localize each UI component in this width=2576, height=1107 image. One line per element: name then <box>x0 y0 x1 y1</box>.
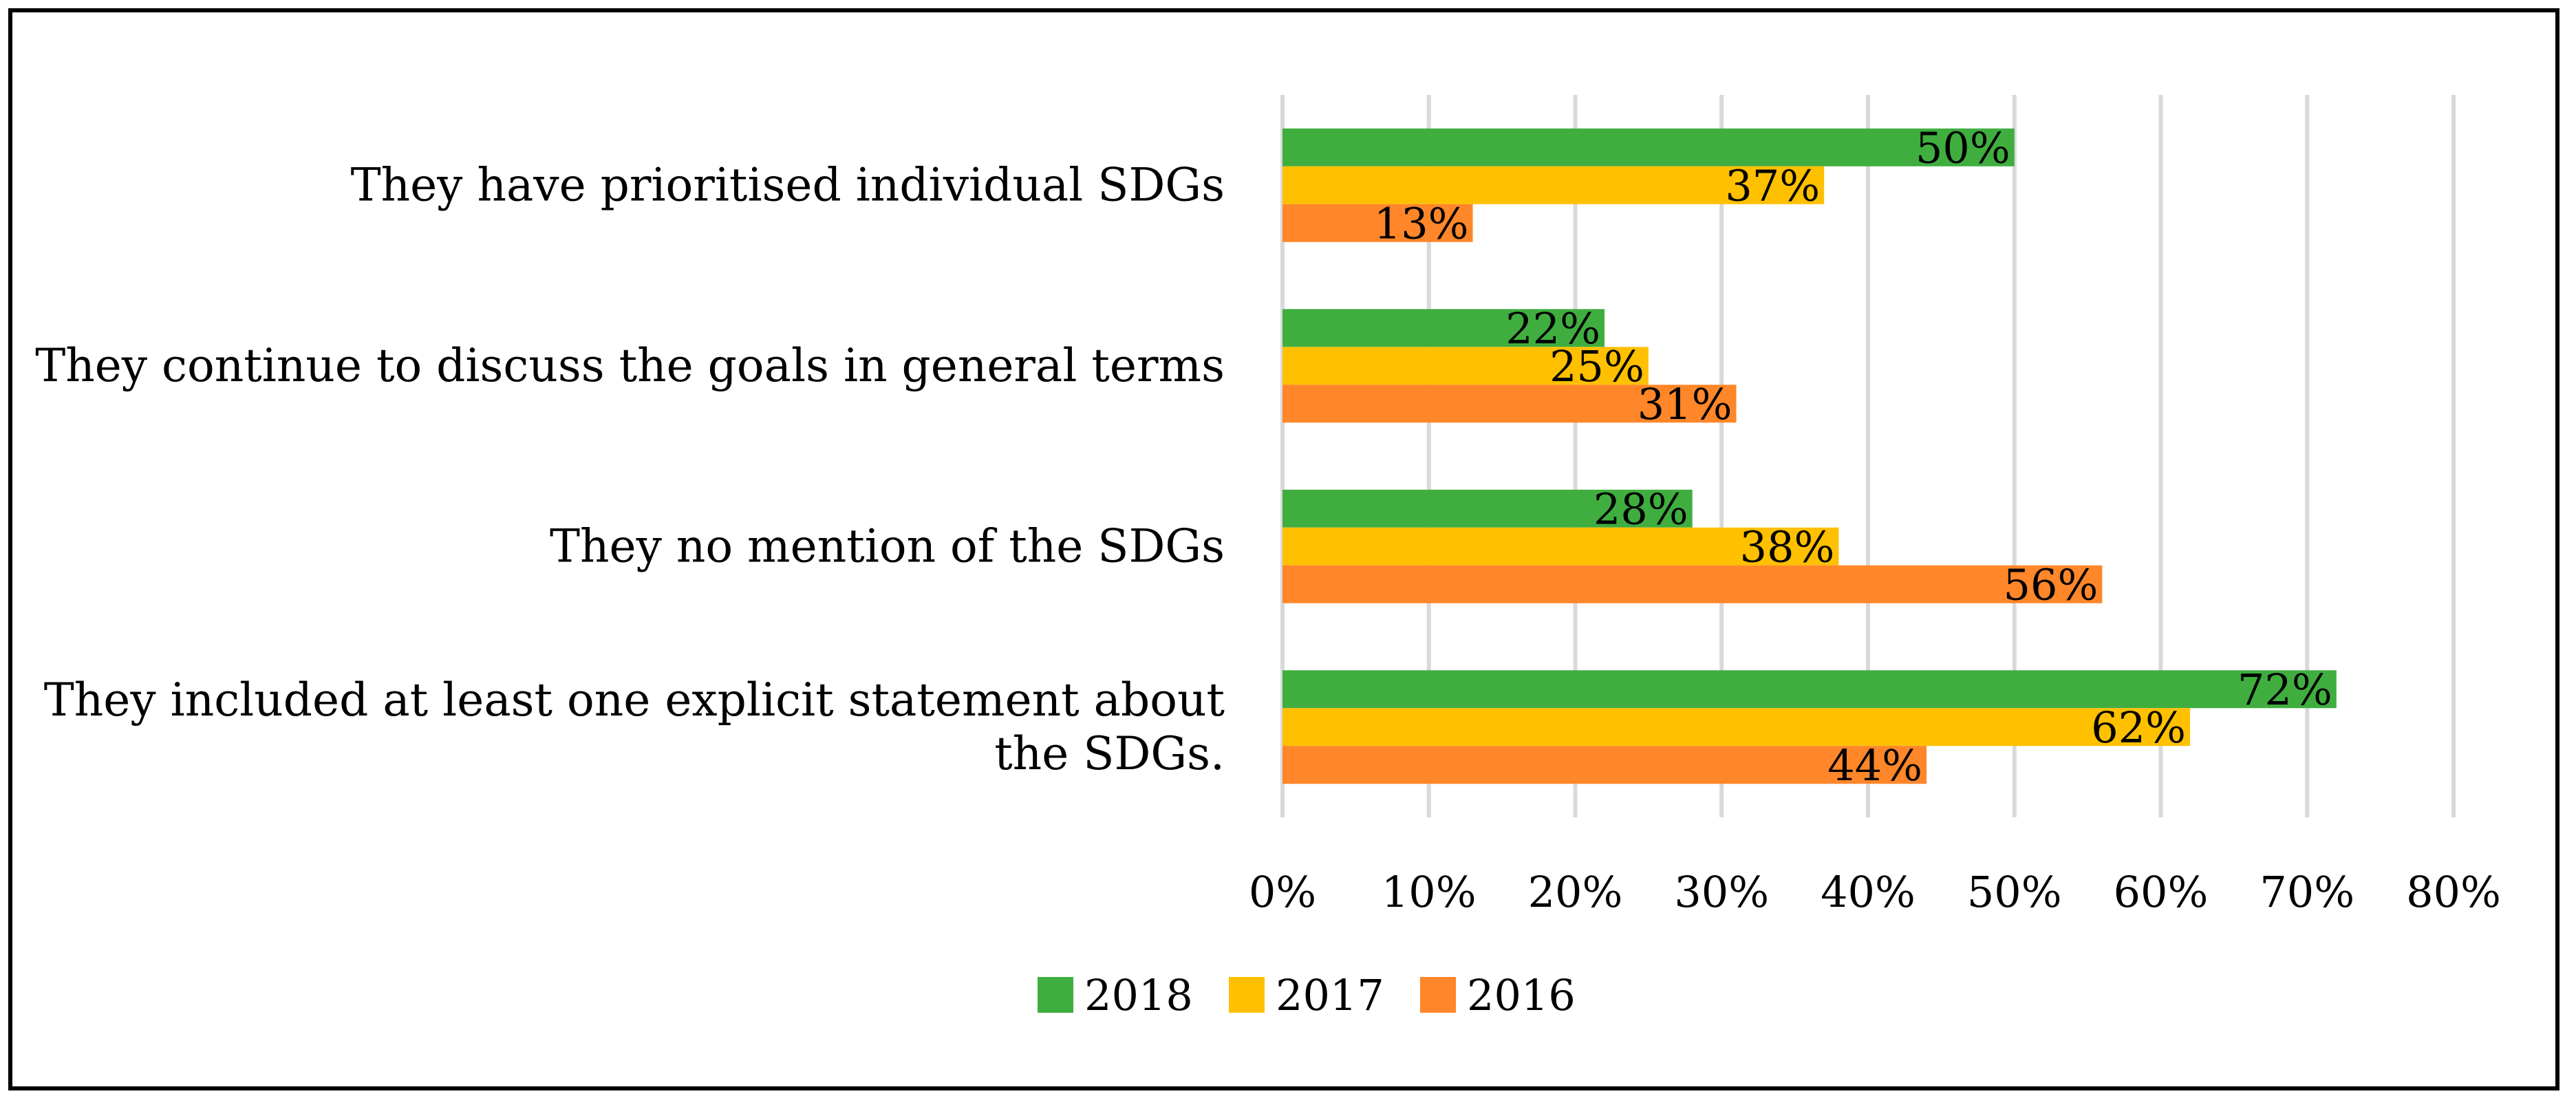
data-label-2016-2: 56% <box>2004 559 2099 610</box>
bar-2017-1 <box>1282 347 1649 385</box>
chart-frame: 50% 37% 13% 22% 25% 31% 28% 38% 56% 72% 62% 44% The… <box>8 8 2559 1090</box>
category-label-1: They continue to discuss the goals in ge… <box>35 339 1225 392</box>
bar-2017-0 <box>1282 166 1825 204</box>
bar-2016-3 <box>1282 746 1927 784</box>
data-label-2017-2: 38% <box>1740 522 1835 572</box>
x-tick-30: 30% <box>1674 867 1769 917</box>
category-label-line: They no mention of the SDGs <box>550 519 1225 572</box>
category-label-3: They included at least one explicit stat… <box>44 674 1225 780</box>
data-label-2018-0: 50% <box>1915 122 2010 173</box>
data-label-2017-0: 37% <box>1725 160 1820 211</box>
category-label-line: They included at least one explicit stat… <box>44 674 1225 727</box>
bar-2016-2 <box>1282 565 2103 603</box>
data-label-2018-2: 28% <box>1593 484 1688 534</box>
x-tick-80: 80% <box>2406 867 2501 917</box>
bars <box>1282 128 2337 784</box>
x-tick-10: 10% <box>1382 867 1477 917</box>
legend-swatch-2016 <box>1420 977 1456 1013</box>
legend-label-2017: 2017 <box>1276 970 1384 1020</box>
bar-2018-3 <box>1282 670 2337 709</box>
category-label-line: They have prioritised individual SDGs <box>351 158 1225 211</box>
x-tick-0: 0% <box>1249 867 1316 917</box>
x-tick-60: 60% <box>2114 867 2209 917</box>
x-tick-70: 70% <box>2260 867 2354 917</box>
category-label-line: They continue to discuss the goals in ge… <box>35 339 1225 392</box>
category-label-0: They have prioritised individual SDGs <box>351 158 1225 211</box>
data-label-2016-3: 44% <box>1827 740 1922 791</box>
legend-swatch-2017 <box>1229 977 1265 1013</box>
bar-2016-0 <box>1282 204 1473 242</box>
bar-chart: 50% 37% 13% 22%25%31% 28% 38% 56% 72% 62% 44% The… <box>35 95 2501 1020</box>
category-label-2: They no mention of the SDGs <box>550 519 1225 572</box>
legend: 2018 2017 2016 <box>1038 970 1576 1020</box>
legend-label-2018: 2018 <box>1084 970 1193 1020</box>
data-label-2016-1: 31% <box>1638 379 1732 429</box>
bar-2017-3 <box>1282 708 2191 746</box>
data-label-2017-3: 62% <box>2091 702 2186 753</box>
bar-2018-2 <box>1282 489 1693 528</box>
legend-label-2016: 2016 <box>1467 970 1576 1020</box>
data-label-2016-0: 13% <box>1374 198 1469 248</box>
bar-2018-1 <box>1282 309 1605 347</box>
data-label-2018-1: 22% <box>1505 303 1600 354</box>
data-labels: 50% 37% 13% 22%25%31% 28% 38% 56% 72% 62% 44% <box>1374 122 2332 791</box>
bar-2018-0 <box>1282 128 2015 166</box>
data-label-2017-1: 25% <box>1549 341 1644 391</box>
x-tick-40: 40% <box>1821 867 1915 917</box>
category-labels: They have prioritised individual SDGs The… <box>35 158 1225 780</box>
bar-2017-2 <box>1282 527 1839 566</box>
x-tick-20: 20% <box>1528 867 1623 917</box>
legend-swatch-2018 <box>1038 977 1073 1013</box>
data-label-2018-3: 72% <box>2237 665 2332 715</box>
x-axis-ticks: 0% 10% 20% 30% 40% 50% 60% 70% 80% <box>1249 867 2501 917</box>
category-label-line: the SDGs. <box>994 727 1225 780</box>
x-tick-50: 50% <box>1967 867 2062 917</box>
bar-2016-1 <box>1282 385 1737 423</box>
